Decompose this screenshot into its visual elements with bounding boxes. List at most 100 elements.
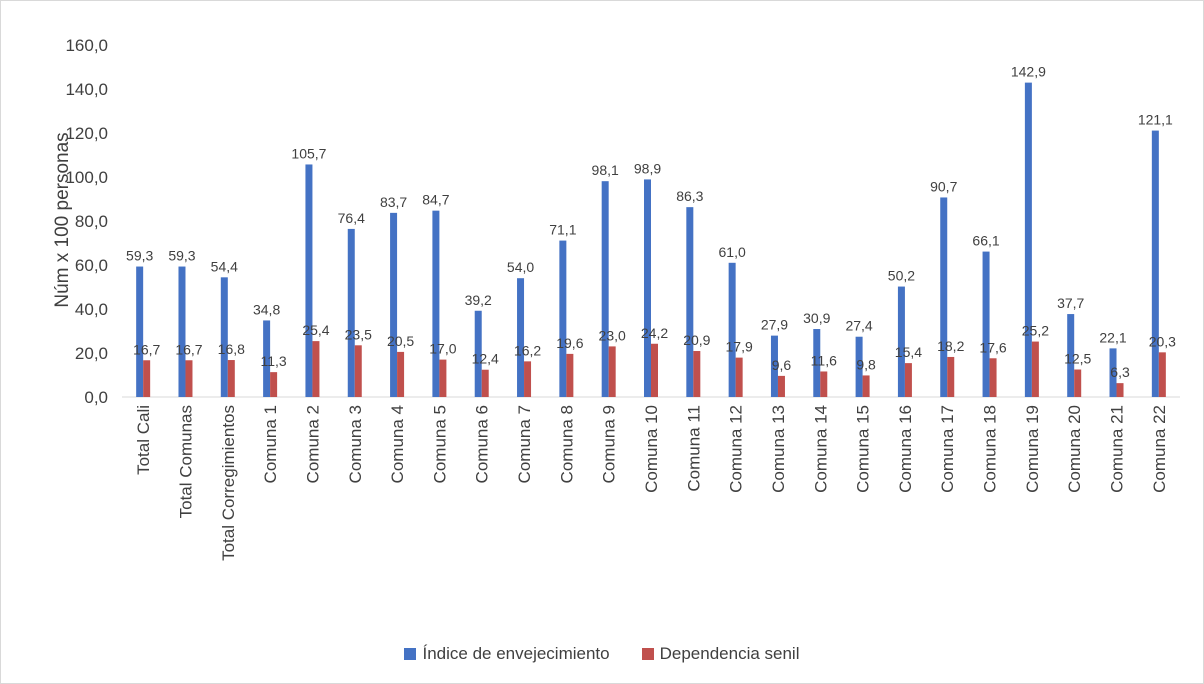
bar-dependencia bbox=[777, 375, 785, 397]
x-tick-label: Comuna 13 bbox=[769, 405, 788, 493]
bar-envejecimiento bbox=[136, 266, 144, 397]
x-tick-label: Comuna 7 bbox=[515, 405, 534, 483]
data-label-envejecimiento: 84,7 bbox=[422, 192, 449, 208]
data-label-envejecimiento: 86,3 bbox=[676, 188, 703, 204]
data-label-envejecimiento: 50,2 bbox=[888, 268, 915, 284]
bar-envejecimiento bbox=[813, 329, 821, 397]
bar-envejecimiento bbox=[305, 164, 313, 397]
data-label-envejecimiento: 30,9 bbox=[803, 310, 830, 326]
x-tick-label: Comuna 5 bbox=[430, 405, 449, 483]
bar-labels: 59,3 16,7 59,3 16,7 54,4 16,8 34,8 11,3 105,7 25,… bbox=[126, 64, 1176, 381]
bar-envejecimiento bbox=[940, 197, 948, 397]
bar-envejecimiento bbox=[770, 335, 778, 397]
x-tick-label: Comuna 21 bbox=[1108, 405, 1127, 493]
bar-envejecimiento bbox=[432, 210, 440, 397]
y-tick-label: 0,0 bbox=[84, 388, 108, 407]
data-label-dependencia: 17,9 bbox=[726, 339, 753, 355]
x-tick-label: Comuna 6 bbox=[473, 405, 492, 483]
x-tick-label: Comuna 10 bbox=[642, 405, 661, 493]
x-tick-label: Comuna 15 bbox=[854, 405, 873, 493]
data-label-envejecimiento: 27,9 bbox=[761, 317, 788, 333]
data-label-envejecimiento: 54,0 bbox=[507, 259, 534, 275]
bar-envejecimiento bbox=[728, 262, 736, 397]
y-tick-label: 160,0 bbox=[65, 36, 108, 55]
data-label-dependencia: 19,6 bbox=[556, 335, 583, 351]
data-label-dependencia: 12,4 bbox=[472, 351, 499, 367]
x-tick-label: Comuna 4 bbox=[388, 405, 407, 483]
data-label-dependencia: 16,7 bbox=[133, 341, 160, 357]
data-label-dependencia: 23,5 bbox=[345, 326, 372, 342]
bar-dependencia bbox=[1116, 383, 1124, 397]
data-label-envejecimiento: 39,2 bbox=[465, 292, 492, 308]
bar-dependencia bbox=[397, 351, 405, 397]
bar-dependencia bbox=[947, 356, 955, 397]
x-tick-label: Total Comunas bbox=[176, 405, 195, 518]
x-tick-label: Comuna 1 bbox=[261, 405, 280, 483]
bar-envejecimiento bbox=[982, 251, 990, 397]
y-tick-label: 100,0 bbox=[65, 168, 108, 187]
data-label-dependencia: 9,6 bbox=[772, 357, 792, 373]
bar-dependencia bbox=[862, 375, 870, 397]
data-label-envejecimiento: 59,3 bbox=[168, 248, 195, 264]
y-tick-label: 120,0 bbox=[65, 124, 108, 143]
data-label-dependencia: 15,4 bbox=[895, 344, 922, 360]
bar-envejecimiento bbox=[220, 277, 228, 397]
bar-envejecimiento bbox=[1067, 314, 1075, 397]
legend-label: Índice de envejecimiento bbox=[422, 644, 610, 663]
bar-envejecimiento bbox=[263, 320, 271, 397]
bar-dependencia bbox=[354, 345, 362, 397]
data-label-envejecimiento: 27,4 bbox=[845, 318, 872, 334]
y-tick-label: 20,0 bbox=[75, 344, 108, 363]
bar-envejecimiento bbox=[559, 240, 567, 397]
data-label-envejecimiento: 61,0 bbox=[719, 244, 746, 260]
data-label-dependencia: 20,3 bbox=[1149, 333, 1176, 349]
bar-envejecimiento bbox=[897, 286, 905, 397]
bar-dependencia bbox=[1074, 369, 1082, 397]
data-label-dependencia: 20,9 bbox=[683, 332, 710, 348]
bar-envejecimiento bbox=[517, 278, 525, 397]
data-label-envejecimiento: 71,1 bbox=[549, 222, 576, 238]
bar-dependencia bbox=[481, 369, 489, 397]
data-label-envejecimiento: 34,8 bbox=[253, 301, 280, 317]
legend: Índice de envejecimiento Dependencia sen… bbox=[0, 644, 1204, 664]
y-tick-label: 80,0 bbox=[75, 212, 108, 231]
axes: 0,0 20,0 40,0 60,0 80,0 100,0 120,0 140,0 160,0 bbox=[65, 36, 1180, 407]
bar-envejecimiento bbox=[644, 179, 651, 397]
bar-chart: 0,020,040,060,080,0100,0120,0140,0160,0 … bbox=[52, 36, 1180, 561]
x-tick-label: Comuna 3 bbox=[346, 405, 365, 483]
bar-envejecimiento bbox=[855, 336, 863, 397]
bar-dependencia bbox=[989, 358, 997, 397]
bar-dependencia bbox=[608, 346, 616, 397]
x-tick-label: Comuna 9 bbox=[600, 405, 619, 483]
bar-envejecimiento bbox=[474, 310, 482, 397]
x-tick-label: Comuna 19 bbox=[1023, 405, 1042, 493]
x-tick-label: Comuna 12 bbox=[727, 405, 746, 493]
x-tick-label: Total Cali bbox=[134, 405, 153, 475]
bar-dependencia bbox=[693, 351, 701, 397]
x-tick-label: Comuna 14 bbox=[811, 405, 830, 493]
data-label-dependencia: 23,0 bbox=[599, 327, 626, 343]
bar-dependencia bbox=[904, 363, 912, 397]
data-label-envejecimiento: 66,1 bbox=[972, 233, 999, 249]
y-tick-label: 40,0 bbox=[75, 300, 108, 319]
data-label-dependencia: 17,6 bbox=[979, 339, 1006, 355]
x-tick-label: Comuna 18 bbox=[981, 405, 1000, 493]
bar-dependencia bbox=[566, 353, 574, 397]
data-label-envejecimiento: 83,7 bbox=[380, 194, 407, 210]
data-label-envejecimiento: 54,4 bbox=[211, 258, 238, 274]
bar-dependencia bbox=[651, 343, 658, 397]
data-label-dependencia: 16,7 bbox=[175, 341, 202, 357]
data-label-envejecimiento: 105,7 bbox=[291, 145, 326, 161]
data-label-envejecimiento: 59,3 bbox=[126, 248, 153, 264]
legend-swatch-red bbox=[641, 648, 654, 660]
data-label-dependencia: 25,2 bbox=[1022, 323, 1049, 339]
bar-dependencia bbox=[312, 341, 320, 397]
bars bbox=[136, 82, 1166, 398]
x-tick-label: Total Corregimientos bbox=[219, 405, 238, 561]
x-tick-labels: Total Cali Total Comunas Total Corregimien… bbox=[134, 405, 1169, 561]
x-tick-label: Comuna 22 bbox=[1150, 405, 1169, 493]
data-label-dependencia: 16,8 bbox=[218, 341, 245, 357]
data-label-dependencia: 11,3 bbox=[261, 353, 287, 369]
bar-dependencia bbox=[524, 361, 532, 397]
legend-item-dependencia: Dependencia senil bbox=[641, 644, 800, 664]
